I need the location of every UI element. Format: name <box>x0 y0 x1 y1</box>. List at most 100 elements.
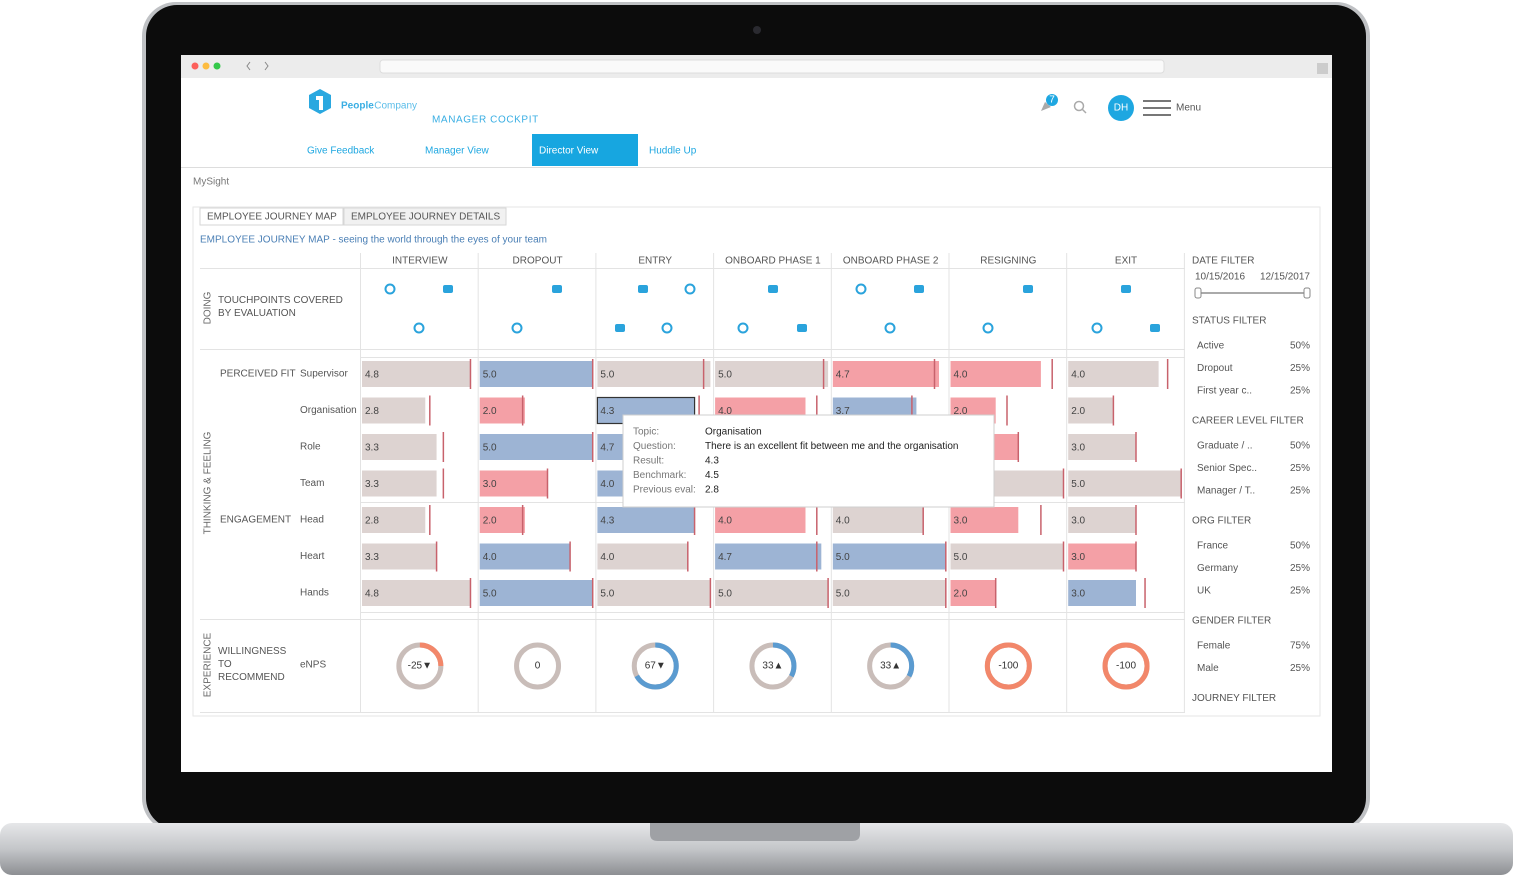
result-bar[interactable] <box>362 397 426 424</box>
filter-option[interactable]: Female <box>1197 641 1231 652</box>
avatar[interactable] <box>1108 95 1134 121</box>
tab[interactable] <box>199 207 344 226</box>
result-bar[interactable] <box>362 434 437 460</box>
new-tab[interactable] <box>1317 63 1328 74</box>
filter-option[interactable]: Graduate / .. <box>1197 441 1253 452</box>
filter-option[interactable]: First year c.. <box>1197 386 1252 397</box>
menu-icon[interactable] <box>1143 100 1171 116</box>
enps-arc <box>631 642 679 690</box>
result-bar[interactable] <box>1068 434 1136 460</box>
filter-title: ORG FILTER <box>1192 516 1251 527</box>
result-bar[interactable] <box>832 543 946 570</box>
enps-value: 67▼ <box>645 661 666 672</box>
filter-share: 25% <box>1290 463 1310 474</box>
avatar-initials: DH <box>1114 103 1128 114</box>
filter-option[interactable]: Senior Spec.. <box>1197 463 1257 474</box>
enps-label: eNPS <box>300 660 326 671</box>
search-icon[interactable] <box>1073 100 1085 112</box>
nav-item[interactable]: Huddle Up <box>649 146 697 157</box>
filter-option[interactable]: Active <box>1197 341 1225 352</box>
touchpoints-label: TOUCHPOINTS COVERED BY EVALUATION <box>218 295 343 319</box>
result-bar[interactable] <box>479 507 525 533</box>
result-bar[interactable] <box>362 470 437 497</box>
result-bar[interactable] <box>597 361 711 387</box>
result-bar[interactable] <box>950 580 996 606</box>
bar-value: 5.0 <box>600 370 614 381</box>
bar-value: 2.0 <box>954 589 968 600</box>
tooltip-value: There is an excellent fit between me and… <box>705 441 959 452</box>
filter-title: CAREER LEVEL FILTER <box>1192 416 1304 427</box>
result-bar[interactable] <box>1068 580 1136 606</box>
result-bar[interactable] <box>479 397 525 424</box>
filter-option[interactable]: Dropout <box>1197 363 1233 374</box>
result-bar[interactable] <box>597 543 688 570</box>
bar-value: 3.3 <box>365 479 379 490</box>
filter-option[interactable]: France <box>1197 541 1229 552</box>
search-icon-handle <box>1081 108 1087 114</box>
bar-value: 2.0 <box>483 516 497 527</box>
result-bar[interactable] <box>479 543 571 570</box>
address-bar[interactable] <box>379 59 1165 74</box>
result-bar[interactable] <box>1068 470 1182 497</box>
result-bar[interactable] <box>715 361 829 387</box>
tooltip-value: 4.5 <box>705 470 719 481</box>
filter-option[interactable]: Manager / T.. <box>1197 486 1255 497</box>
result-bar[interactable] <box>1068 543 1136 570</box>
result-bar[interactable] <box>362 543 437 570</box>
tooltip-label: Previous eval: <box>633 485 696 496</box>
section-label: THINKING & FEELING <box>203 431 214 534</box>
result-bar[interactable] <box>1068 507 1136 533</box>
result-bar[interactable] <box>479 580 593 606</box>
tooltip-label: Topic: <box>633 427 659 438</box>
bar-value: 4.0 <box>1071 370 1085 381</box>
result-bar[interactable] <box>715 543 822 570</box>
result-bar[interactable] <box>597 580 711 606</box>
nav-item[interactable]: Give Feedback <box>307 146 375 157</box>
dashboard-content: Give Feedback Manager View Director View Hu… <box>199 134 1311 713</box>
group-label: ENGAGEMENT <box>220 515 291 526</box>
result-bar[interactable] <box>832 580 946 606</box>
filter-share: 25% <box>1290 486 1310 497</box>
notification-icon[interactable] <box>1041 102 1051 111</box>
result-bar[interactable] <box>362 580 471 606</box>
bar-value: 5.0 <box>718 589 732 600</box>
result-bar[interactable] <box>479 470 548 497</box>
date-slider-handle[interactable] <box>1303 287 1311 299</box>
result-bar[interactable] <box>1068 397 1114 424</box>
bar-value: 3.0 <box>1071 552 1085 563</box>
result-bar[interactable] <box>362 507 426 533</box>
result-bar[interactable] <box>715 580 829 606</box>
nav-active-bg <box>532 134 638 166</box>
result-bar[interactable] <box>715 507 806 533</box>
result-bar[interactable] <box>597 507 695 533</box>
nav-item[interactable]: Manager View <box>425 146 490 157</box>
bar-value: 2.0 <box>483 406 497 417</box>
result-bar[interactable] <box>479 434 593 460</box>
window-zoom[interactable] <box>213 62 221 70</box>
filter-title: DATE FILTER <box>1192 256 1254 267</box>
result-bar[interactable] <box>950 507 1019 533</box>
tab[interactable] <box>343 207 507 226</box>
result-bar[interactable] <box>832 507 924 533</box>
section-label: DOING <box>203 291 214 324</box>
touchpoint-icon <box>737 322 749 334</box>
filter-share: 25% <box>1290 363 1310 374</box>
result-bar[interactable] <box>832 361 940 387</box>
touchpoint-icon <box>768 285 778 293</box>
bar-value: 4.3 <box>600 516 614 527</box>
result-bar[interactable] <box>1068 361 1159 387</box>
filter-option[interactable]: Male <box>1197 663 1219 674</box>
result-bar[interactable] <box>479 361 593 387</box>
window-minimize[interactable] <box>202 62 210 70</box>
filter-option[interactable]: Germany <box>1197 563 1238 574</box>
date-slider-handle[interactable] <box>1194 287 1202 299</box>
filter-option[interactable]: UK <box>1197 586 1211 597</box>
menu-label[interactable]: Menu <box>1176 103 1201 114</box>
window-close[interactable] <box>191 62 199 70</box>
browser-nav-arrows[interactable] <box>246 61 269 71</box>
nav-item[interactable]: Director View <box>539 146 599 157</box>
result-bar[interactable] <box>950 543 1064 570</box>
result-bar[interactable] <box>950 361 1041 387</box>
touchpoint-icon <box>1023 285 1033 293</box>
result-bar[interactable] <box>362 361 471 387</box>
